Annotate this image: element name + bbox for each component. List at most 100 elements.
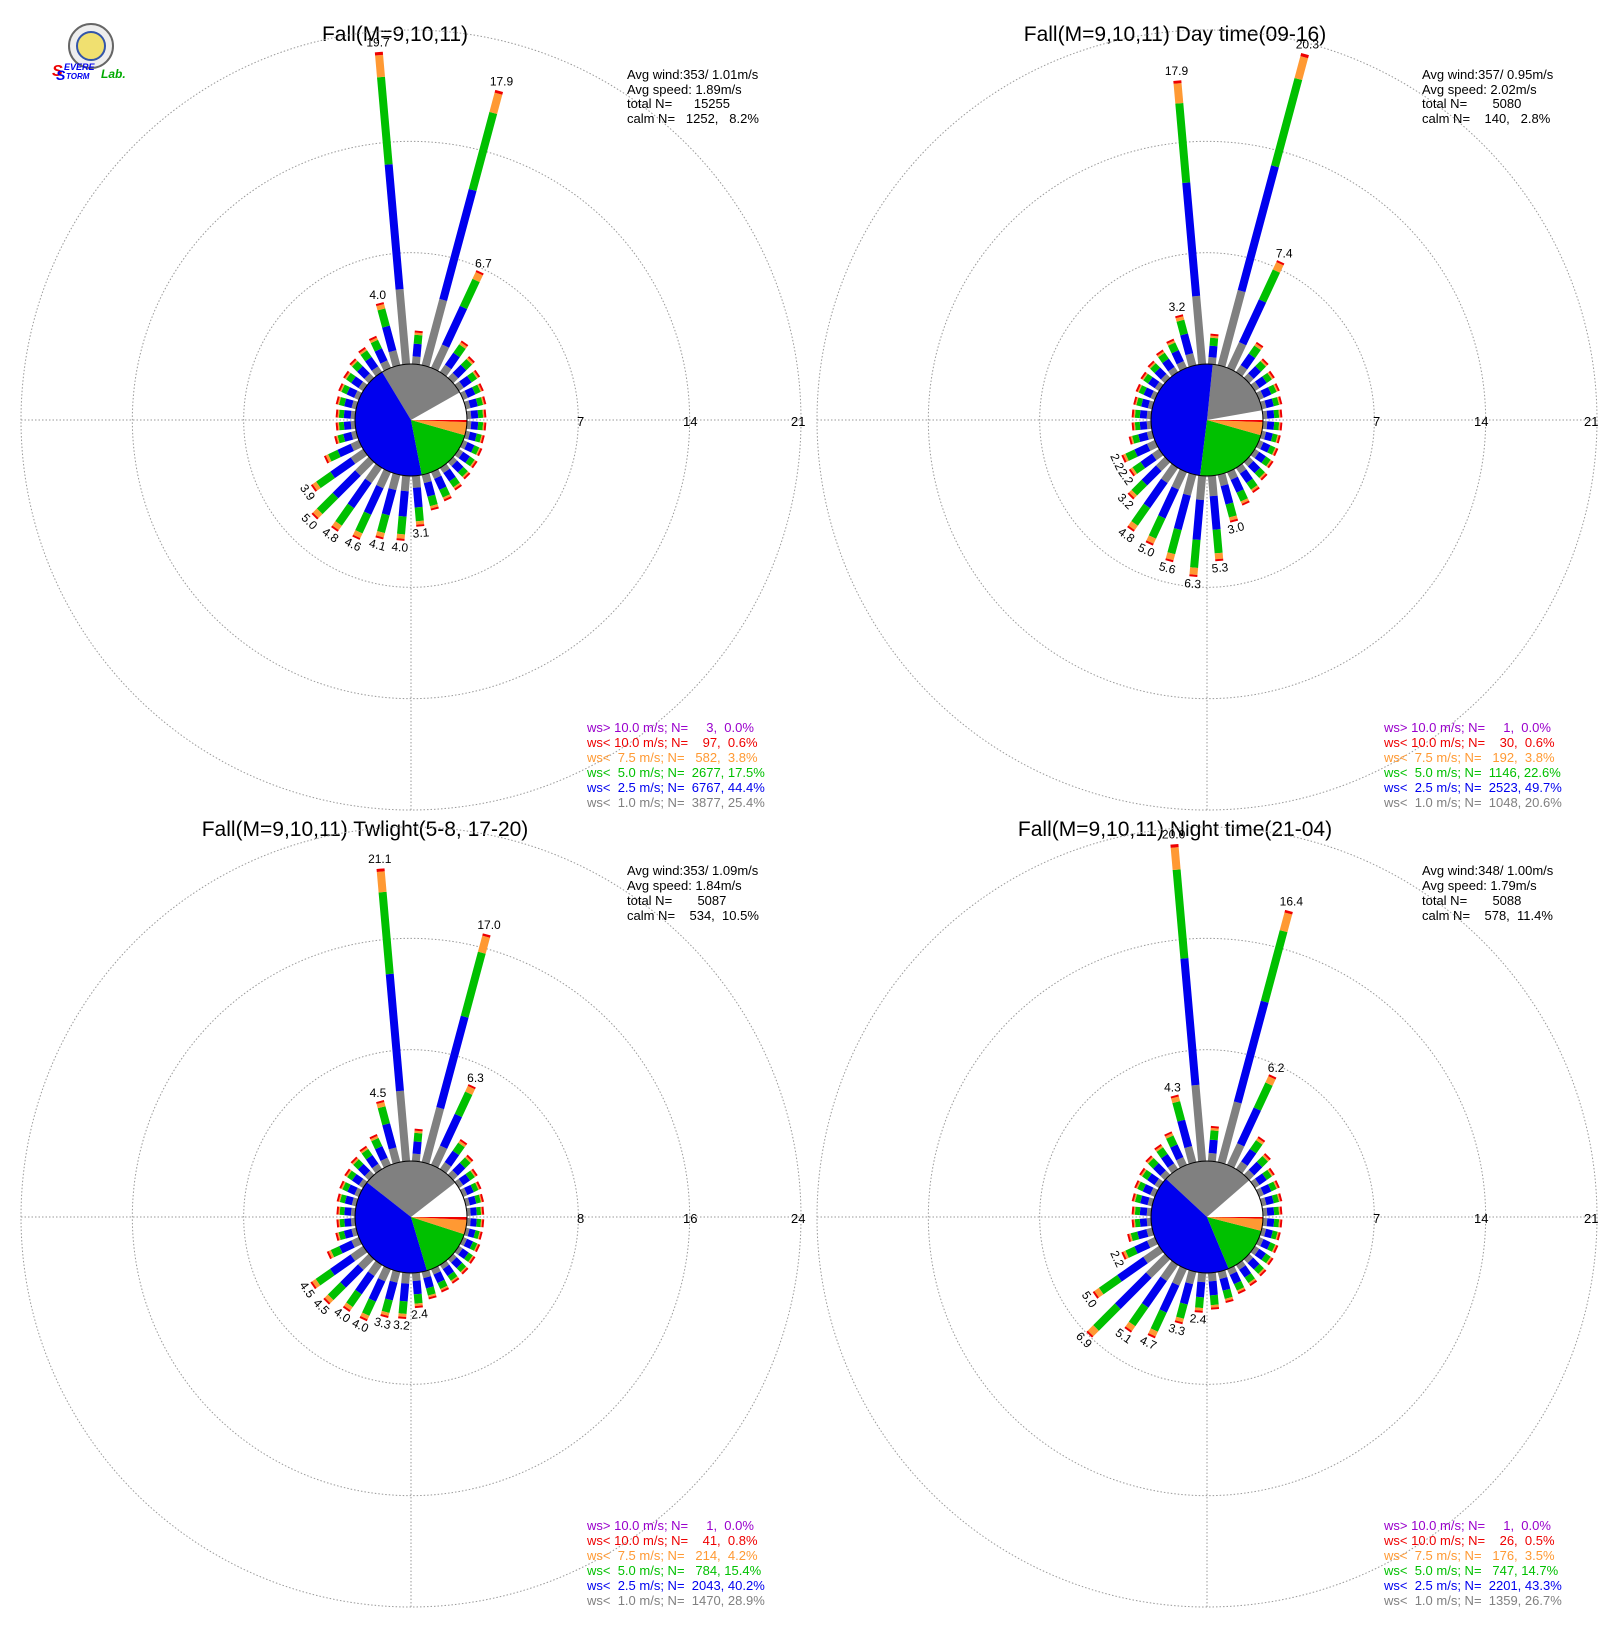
wind-bar-dir-185 — [396, 475, 411, 541]
bar-segment-orange — [337, 422, 340, 431]
bar-segment-blue — [464, 441, 475, 453]
bar-segment-orange — [1272, 261, 1284, 273]
bar-segment-orange — [336, 435, 340, 444]
bar-segment-blue — [1254, 1173, 1267, 1186]
bar-value-label: 6.2 — [1268, 1061, 1285, 1075]
bar-segment-gray — [1192, 295, 1207, 365]
bar-segment-green — [1128, 1303, 1149, 1327]
bar-segment-gray — [466, 1217, 471, 1227]
bar-segment-blue — [444, 352, 460, 370]
bar-segment-gray — [1250, 381, 1260, 392]
bar-segment-gray — [1155, 456, 1171, 472]
bar-segment-red — [1133, 396, 1138, 405]
wind-bar-dir-345 — [376, 1100, 401, 1164]
speed-legend: ws> 10.0 m/s; N= 1, 0.0% ws< 10.0 m/s; N… — [1383, 720, 1562, 810]
bar-segment-red — [467, 356, 475, 364]
wind-bar-dir-195 — [375, 473, 401, 540]
bar-segment-red — [375, 302, 385, 307]
bar-segment-blue — [1220, 484, 1234, 505]
wind-bar-dir-125 — [454, 1245, 476, 1264]
bar-segment-orange — [442, 494, 451, 500]
bar-segment-blue — [365, 1154, 379, 1169]
wind-bar-dir-315 — [1145, 1155, 1171, 1181]
bar-segment-green — [1212, 529, 1223, 554]
bar-segment-blue — [470, 1218, 477, 1227]
wind-bar-dir-25 — [431, 1084, 476, 1168]
bar-segment-blue — [1134, 443, 1151, 457]
bar-segment-orange — [470, 459, 476, 468]
bar-segment-orange — [1130, 467, 1138, 476]
wind-bar-dir-355 — [376, 868, 411, 1162]
bar-segment-orange — [414, 332, 423, 336]
bar-segment-orange — [350, 359, 358, 367]
legend-entry-ws-lt-1: ws< 1.0 m/s; N= 1470, 28.9% — [586, 1593, 765, 1608]
wind-bar-dir-105 — [1260, 1227, 1281, 1241]
bar-segment-orange — [450, 1276, 459, 1283]
bar-segment-gray — [1171, 469, 1187, 490]
legend-entry-ws-lt-2-5: ws< 2.5 m/s; N= 6767, 44.4% — [586, 780, 765, 795]
bar-segment-green — [1262, 372, 1272, 383]
bar-segment-orange — [1155, 1145, 1164, 1152]
wind-bar-dir-185 — [1194, 1272, 1207, 1313]
bar-segment-green — [377, 76, 393, 165]
grid-ring-3 — [20, 29, 802, 811]
bar-segment-gray — [1243, 1169, 1255, 1181]
bar-segment-blue — [1264, 1228, 1273, 1239]
bar-segment-gray — [431, 1266, 441, 1275]
wind-bar-dir-265 — [1131, 1217, 1152, 1228]
wind-bar-dir-115 — [1256, 440, 1279, 457]
bar-segment-red — [1131, 1193, 1136, 1202]
bar-segment-blue — [1159, 1282, 1180, 1313]
bar-segment-blue — [442, 1264, 455, 1277]
wind-bar-dir-235 — [1092, 1245, 1164, 1299]
bar-segment-orange — [312, 508, 323, 519]
bar-segment-blue — [1162, 358, 1175, 372]
bar-segment-orange — [427, 1293, 437, 1298]
wind-bar-dir-145 — [439, 1260, 460, 1284]
pie-slice-calm — [411, 392, 467, 420]
bar-segment-blue — [1264, 398, 1274, 409]
bar-segment-red — [414, 1128, 423, 1132]
bar-segment-blue — [351, 376, 364, 389]
bar-segment-orange — [1266, 1256, 1272, 1265]
wind-bar-dir-85 — [466, 1206, 485, 1217]
wind-bar-dir-45 — [447, 356, 475, 384]
bar-segment-green — [1209, 1130, 1219, 1141]
speed-legend: ws> 10.0 m/s; N= 1, 0.0% ws< 10.0 m/s; N… — [586, 1518, 765, 1608]
bar-value-label: 4.0 — [391, 540, 409, 555]
bar-segment-blue — [1254, 376, 1267, 389]
bar-segment-blue — [1254, 1248, 1267, 1260]
pie-slice-blue — [1150, 1178, 1229, 1273]
bar-segment-gray — [371, 1163, 383, 1174]
bar-segment-gray — [1184, 1146, 1197, 1164]
bar-segment-gray — [365, 463, 383, 484]
bar-segment-blue — [1154, 367, 1167, 380]
bar-segment-orange — [470, 1169, 477, 1178]
bar-segment-red — [1279, 1219, 1283, 1228]
bar-segment-blue — [458, 1248, 469, 1260]
bar-value-label: 4.0 — [350, 1316, 371, 1336]
bar-segment-orange — [440, 1285, 449, 1291]
bar-segment-blue — [1173, 493, 1191, 531]
stat-avg-speed: Avg speed: 1.89m/s — [627, 82, 742, 97]
stat-avg-wind: Avg wind:353/ 1.09m/s — [627, 863, 759, 878]
bar-segment-red — [460, 340, 469, 347]
bar-segment-blue — [467, 1195, 477, 1206]
wind-bar-dir-155 — [1227, 469, 1250, 506]
bar-segment-orange — [359, 348, 368, 355]
bar-segment-gray — [350, 1217, 356, 1227]
bar-segment-gray — [355, 456, 375, 476]
bar-segment-green — [427, 494, 438, 507]
bar-segment-gray — [1183, 473, 1197, 496]
bar-segment-green — [377, 513, 390, 534]
chart-title: Fall(M=9,10,11) Night time(21-04) — [1018, 818, 1332, 841]
bar-segment-orange — [482, 409, 485, 418]
wind-bar-dir-225 — [323, 1253, 375, 1305]
bar-segment-orange — [375, 54, 385, 78]
bar-segment-orange — [1133, 409, 1136, 418]
bar-segment-gray — [466, 410, 472, 420]
bar-segment-green — [1132, 461, 1146, 474]
bar-value-label: 3.1 — [412, 525, 430, 540]
pie-slice-orange — [411, 1217, 467, 1235]
bar-segment-blue — [1239, 469, 1253, 484]
